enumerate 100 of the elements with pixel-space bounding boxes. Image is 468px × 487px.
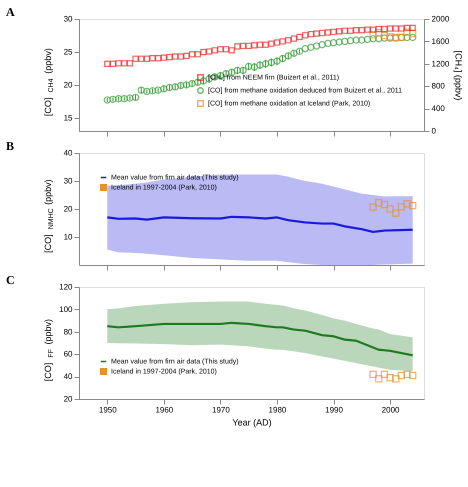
point: [148, 87, 156, 94]
point: [200, 77, 208, 85]
point: [114, 95, 122, 102]
point: [246, 42, 252, 50]
point: [104, 96, 111, 104]
point: [200, 48, 207, 56]
line-series: [106, 216, 414, 234]
point: [358, 36, 366, 44]
point: [109, 96, 117, 104]
point: [347, 28, 354, 34]
point: [138, 56, 144, 62]
point: [143, 88, 151, 96]
y2-tick-label: 1600: [432, 36, 450, 46]
point: [120, 95, 128, 102]
point: [376, 26, 382, 32]
point: [380, 200, 388, 208]
point: [380, 32, 388, 40]
point: [313, 30, 320, 37]
point: [206, 48, 212, 55]
y-tick-label: 20: [64, 80, 74, 90]
chart-title: B: [6, 139, 14, 153]
point: [183, 52, 190, 60]
point: [308, 30, 314, 38]
point: [375, 199, 382, 207]
x-tick-label: 1970: [212, 406, 230, 414]
point: [262, 42, 269, 48]
point: [274, 39, 280, 46]
point: [234, 43, 241, 50]
point: [370, 26, 376, 33]
point: [273, 57, 281, 65]
point: [335, 38, 343, 46]
y2-tick-label: 800: [432, 82, 446, 91]
y2-tick-label: 2000: [432, 14, 450, 24]
point: [392, 210, 400, 217]
point: [132, 94, 140, 102]
point: [155, 55, 162, 62]
point: [330, 28, 337, 36]
y2-axis-title: [CH₄] (ppbv): [453, 50, 464, 100]
point: [115, 60, 122, 66]
point: [166, 54, 173, 60]
line-series: [106, 322, 414, 356]
point: [302, 32, 308, 38]
point: [398, 25, 405, 32]
x-tick-label: 2000: [382, 406, 400, 414]
point: [403, 200, 411, 208]
point: [110, 60, 116, 67]
point: [268, 40, 274, 47]
point: [404, 24, 410, 32]
point: [228, 47, 235, 54]
point: [341, 38, 348, 46]
y-tick-label: 10: [64, 232, 74, 242]
point: [188, 51, 196, 58]
point: [398, 203, 406, 210]
x-axis-title: Year (AD): [232, 418, 272, 428]
point: [336, 28, 342, 34]
point: [302, 44, 309, 52]
y-tick-label: 15: [64, 113, 74, 122]
x-tick-label: 1980: [268, 406, 287, 414]
point: [285, 37, 292, 44]
point: [403, 28, 411, 36]
y2-tick-label: 400: [432, 104, 446, 114]
point: [154, 86, 162, 94]
point: [132, 56, 139, 62]
point: [375, 29, 382, 37]
y-tick-label: 80: [64, 327, 74, 336]
point: [307, 44, 315, 52]
x-tick-label: 1990: [325, 406, 344, 414]
point: [160, 54, 167, 61]
point: [375, 35, 382, 42]
y-tick-label: 60: [64, 350, 74, 359]
point: [409, 30, 416, 38]
point: [409, 34, 416, 42]
point: [346, 37, 354, 44]
point: [358, 27, 365, 34]
point: [369, 35, 377, 42]
point: [369, 203, 377, 211]
point: [403, 34, 411, 42]
point: [172, 53, 178, 60]
point: [121, 60, 128, 66]
point: [104, 60, 110, 67]
point: [217, 46, 224, 52]
point: [268, 58, 275, 66]
point: [364, 26, 371, 33]
point: [178, 53, 184, 60]
point: [352, 36, 360, 44]
x-tick-label: 1960: [155, 406, 174, 414]
point: [194, 51, 201, 58]
y-tick-label: 20: [64, 394, 74, 404]
y-tick-label: 25: [64, 47, 74, 56]
point: [352, 27, 360, 34]
point: [392, 25, 399, 32]
y-tick-label: 30: [64, 176, 74, 186]
point: [364, 36, 372, 44]
point: [409, 202, 416, 210]
point: [296, 48, 304, 55]
point: [144, 56, 150, 62]
point: [256, 42, 264, 48]
y2-tick-label: 0: [432, 126, 436, 136]
point: [324, 29, 331, 36]
chart-title: A: [6, 5, 15, 19]
